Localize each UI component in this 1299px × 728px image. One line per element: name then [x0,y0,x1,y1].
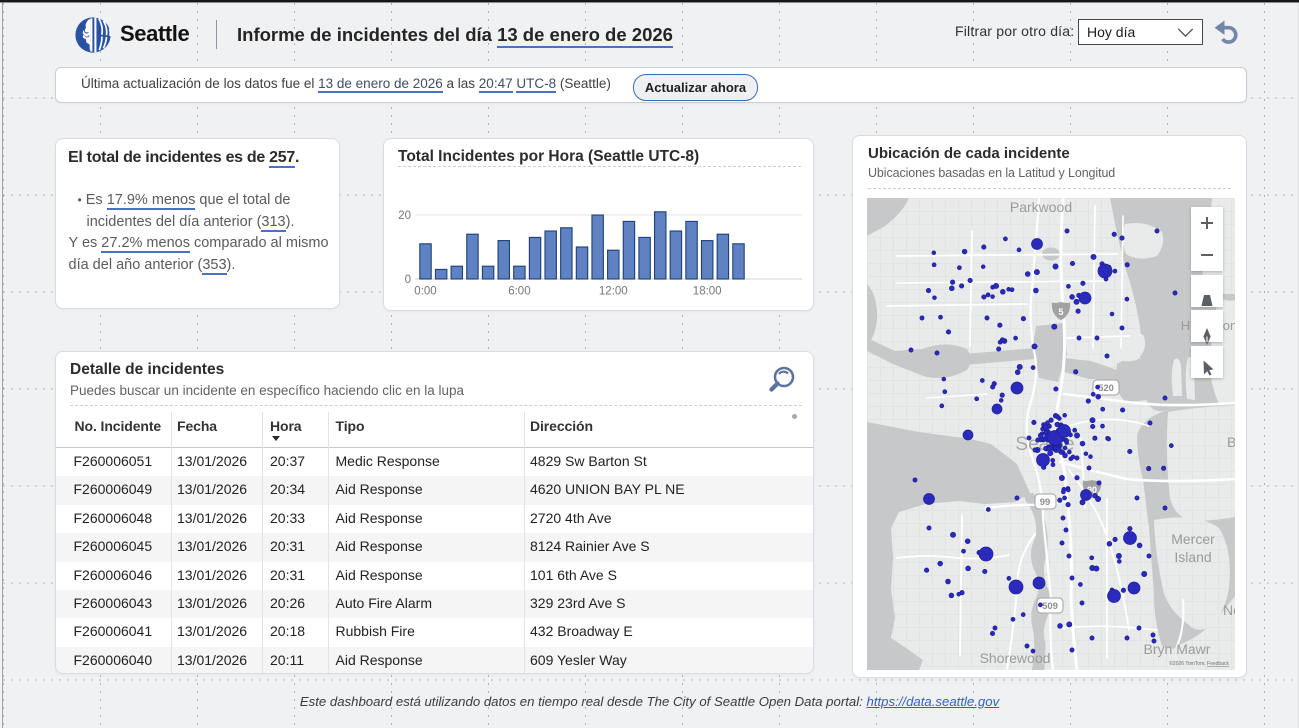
svg-text:5: 5 [1058,307,1063,317]
svg-text:509: 509 [1042,601,1058,612]
svg-text:Mercer: Mercer [1171,531,1215,547]
svg-text:520: 520 [1098,383,1114,394]
svg-text:0:00: 0:00 [414,286,436,298]
svg-text:Island: Island [1174,549,1211,565]
svg-text:Bryn Mawr: Bryn Mawr [1144,641,1211,657]
svg-text:B: B [1227,434,1235,450]
svg-text:90: 90 [1087,485,1097,495]
svg-text:Shorewood: Shorewood [980,650,1051,666]
svg-text:12:00: 12:00 [599,286,628,298]
svg-text:6:00: 6:00 [508,286,530,298]
svg-text:20: 20 [398,210,411,222]
svg-text:99: 99 [1040,497,1051,508]
svg-text:Ne: Ne [1223,602,1235,618]
svg-text:0: 0 [405,274,411,286]
svg-text:Parkwood: Parkwood [1010,199,1072,215]
svg-text:18:00: 18:00 [693,286,722,298]
svg-text:©2026 TomTom, Feedback: ©2026 TomTom, Feedback [1169,660,1229,667]
